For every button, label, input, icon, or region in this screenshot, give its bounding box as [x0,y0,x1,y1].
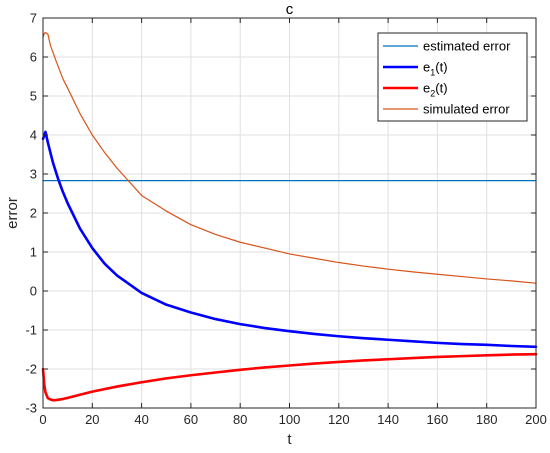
y-tick-label: 0 [30,284,37,299]
x-tick-label: 20 [85,412,99,427]
y-tick-label: 6 [30,50,37,65]
x-tick-label: 120 [328,412,350,427]
legend-entry-label: estimated error [423,39,511,54]
chart-title: c [286,1,294,18]
y-tick-label: -2 [25,362,37,377]
y-tick-label: 3 [30,167,37,182]
legend-entry-label: e2(t) [423,81,448,99]
x-tick-label: 180 [476,412,498,427]
x-tick-label: 40 [134,412,148,427]
x-tick-label: 100 [279,412,301,427]
y-tick-label: 7 [30,11,37,26]
y-tick-label: 5 [30,89,37,104]
x-axis-label: t [287,431,292,448]
y-tick-label: 4 [30,128,37,143]
x-tick-label: 60 [184,412,198,427]
y-tick-label: -3 [25,401,37,416]
x-tick-label: 160 [427,412,449,427]
x-tick-label: 140 [377,412,399,427]
x-tick-label: 80 [233,412,247,427]
legend: estimated error e1(t) e2(t) simulated error [377,32,528,122]
legend-entry-label: e1(t) [423,60,448,78]
x-tick-label: 200 [525,412,547,427]
series-line-4 [42,31,537,284]
y-tick-label: -1 [25,323,37,338]
y-axis-label: error [4,197,21,229]
series-lines [41,31,538,402]
legend-entry-label: simulated error [423,102,510,117]
y-tick-label: 2 [30,206,37,221]
y-tick-label: 1 [30,245,37,260]
legend-box [377,32,528,122]
series-line-3 [41,352,538,402]
axis-ticks: 0 20 40 60 80 100 120 140 160 180 200 -3 -2 -1 0 1 2 3 4 5 6… [25,11,546,428]
series-line-2 [41,130,538,349]
x-tick-label: 0 [39,412,46,427]
